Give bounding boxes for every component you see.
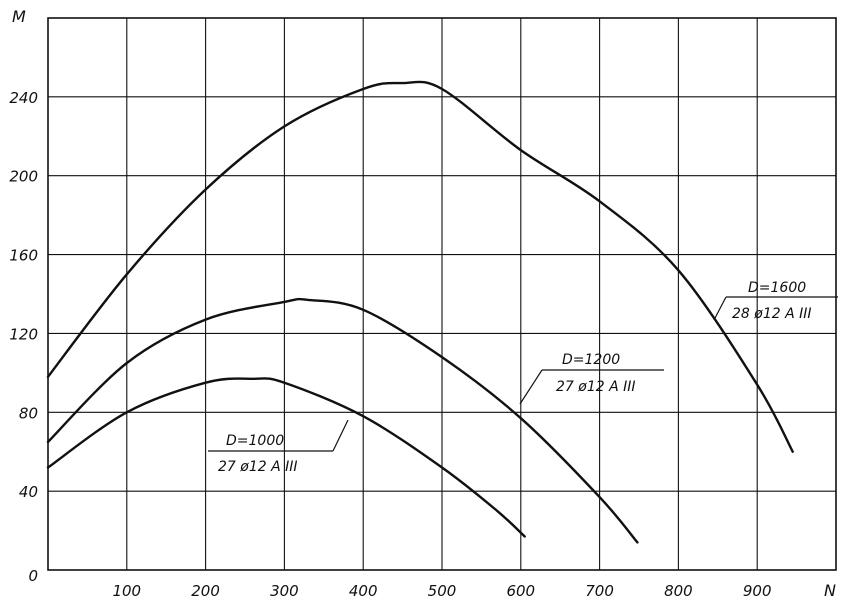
annotation-d1200-leader — [519, 369, 543, 405]
annotation-d1000-bottom: 27 ø12 A III — [218, 459, 298, 475]
annotation-d1000-top: D=1000 — [226, 433, 284, 449]
curves — [46, 80, 794, 544]
y-tick-label: 40 — [19, 483, 38, 501]
x-axis-label: N — [824, 581, 836, 600]
annotation-d1600-top: D=1600 — [748, 280, 806, 296]
y-tick-label: 120 — [9, 325, 38, 343]
curve-d1200 — [46, 297, 639, 544]
x-tick-label: 400 — [349, 582, 378, 600]
y-axis-label: M — [12, 7, 26, 26]
y-tick-label: 80 — [19, 404, 38, 422]
curve-d1000 — [46, 377, 526, 538]
annotation-d1000: D=1000 27 ø12 A III — [208, 419, 349, 475]
annotation-d1200-bottom: 27 ø12 A III — [556, 379, 636, 395]
x-tick-label: 900 — [743, 582, 772, 600]
x-tick-label: 700 — [585, 582, 614, 600]
tick-labels: 100 200 300 400 500 600 700 800 900 0 40 80 120 160 20… — [9, 89, 771, 600]
x-tick-label: 100 — [112, 582, 141, 600]
x-tick-label: 600 — [506, 582, 535, 600]
x-tick-label: 800 — [664, 582, 693, 600]
x-tick-label: 500 — [428, 582, 457, 600]
annotation-d1200-top: D=1200 — [562, 352, 620, 368]
y-tick-label: 160 — [9, 247, 38, 265]
x-tick-label: 200 — [191, 582, 220, 600]
curve-d1600 — [46, 80, 794, 453]
y-tick-label: 240 — [9, 89, 38, 107]
y-tick-label: 200 — [9, 168, 38, 186]
annotation-d1000-leader — [332, 419, 349, 452]
x-tick-label: 300 — [270, 582, 299, 600]
annotation-d1600-leader — [713, 296, 727, 321]
annotation-d1600-bottom: 28 ø12 A III — [732, 306, 812, 322]
annotation-d1600: D=1600 28 ø12 A III — [713, 280, 838, 322]
grid — [47, 17, 837, 571]
annotation-d1200: D=1200 27 ø12 A III — [519, 352, 664, 405]
y-tick-label: 0 — [28, 567, 38, 585]
